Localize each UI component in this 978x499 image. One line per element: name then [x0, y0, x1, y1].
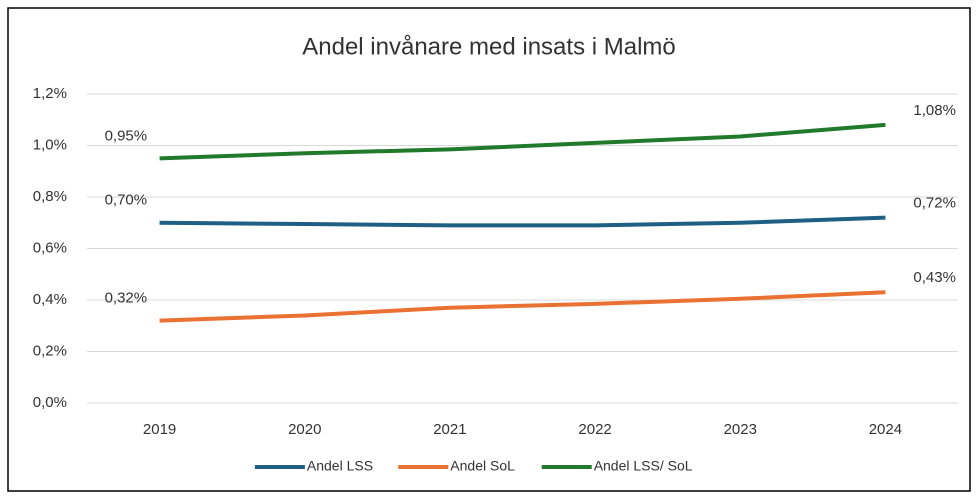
x-tick-label: 2019	[143, 421, 176, 438]
y-tick-label: 1,0%	[33, 136, 67, 153]
y-tick-label: 0,8%	[33, 188, 67, 205]
y-tick-label: 0,0%	[33, 394, 67, 411]
series-line	[159, 290, 886, 323]
x-tick-label: 2022	[578, 421, 611, 438]
legend-label: Andel LSS/ SoL	[594, 458, 693, 474]
data-label: 0,72%	[913, 195, 956, 212]
chart-border	[7, 7, 971, 492]
data-label: 1,08%	[913, 102, 956, 119]
series-line	[159, 122, 886, 161]
y-tick-label: 0,2%	[33, 342, 67, 359]
x-tick-label: 2024	[869, 421, 902, 438]
legend-label: Andel LSS	[307, 458, 373, 474]
data-label: 0,70%	[105, 192, 148, 209]
y-tick-label: 1,2%	[33, 85, 67, 102]
x-tick-label: 2023	[724, 421, 757, 438]
data-label: 0,32%	[105, 290, 148, 307]
x-tick-label: 2020	[288, 421, 321, 438]
y-tick-label: 0,4%	[33, 291, 67, 308]
data-label: 0,43%	[913, 269, 956, 286]
chart-title: Andel invånare med insats i Malmö	[302, 33, 676, 60]
x-tick-label: 2021	[433, 421, 466, 438]
legend-label: Andel SoL	[450, 458, 515, 474]
series-line	[159, 215, 886, 228]
y-tick-label: 0,6%	[33, 239, 67, 256]
data-label: 0,95%	[105, 127, 148, 144]
